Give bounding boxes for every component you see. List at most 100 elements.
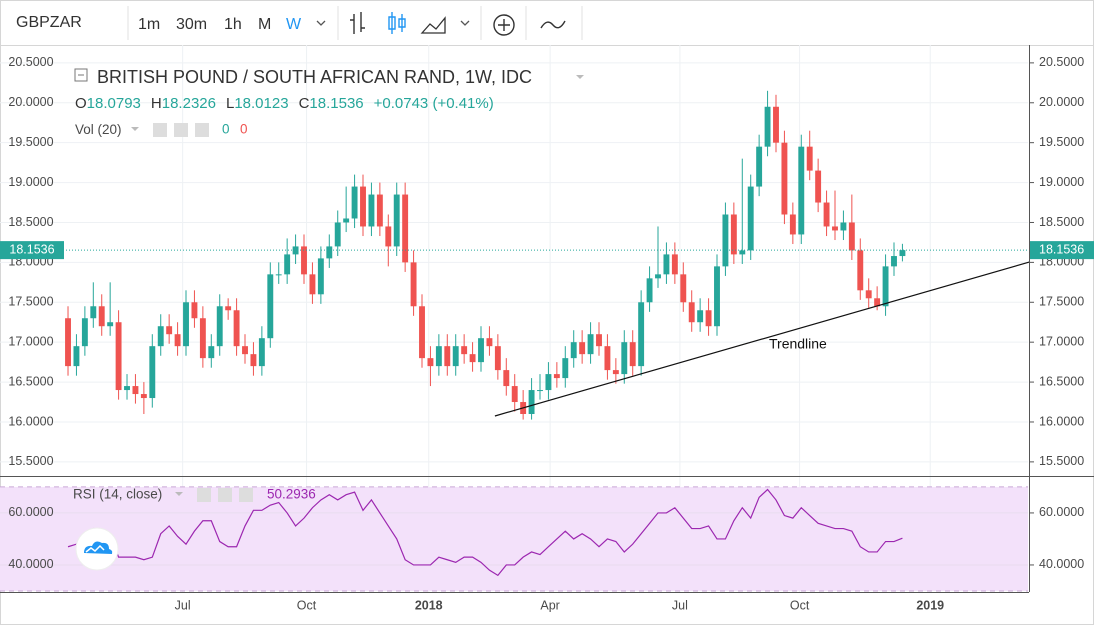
- y-tick-label: 40.0000: [1039, 557, 1084, 571]
- rsi-band: [0, 486, 1028, 591]
- candle-body: [823, 202, 830, 227]
- candle-body: [183, 302, 189, 347]
- candle-body: [587, 334, 594, 355]
- price-label: 18.1536: [1039, 242, 1084, 256]
- candle-body: [410, 262, 417, 307]
- ohlc-value: 18.0793: [87, 95, 141, 112]
- change: +0.0743 (+0.41%): [374, 95, 494, 112]
- x-tick-label: Jul: [175, 598, 191, 612]
- candle-body: [570, 342, 577, 359]
- y-tick-label: 17.5000: [8, 295, 53, 309]
- candle-body: [604, 346, 611, 371]
- interval[interactable]: 1m: [138, 16, 160, 33]
- rsi-line: [67, 488, 903, 577]
- candle-body: [469, 354, 476, 363]
- candle-body: [671, 254, 678, 275]
- y-tick-label: 16.5000: [8, 374, 53, 388]
- price-label-box: [1030, 241, 1094, 260]
- candle-body: [655, 274, 661, 279]
- compare-icon[interactable]: [540, 20, 566, 29]
- candle-body: [376, 194, 383, 227]
- candle-body: [385, 226, 392, 247]
- candle-body: [242, 346, 248, 355]
- x-tick-label: Oct: [297, 598, 317, 612]
- candle-body: [494, 346, 501, 371]
- labels: Jul Oct 2018 Apr Jul Oct 2019 15.5000 15.5000 16.…: [0, 55, 1094, 612]
- candle-body: [579, 342, 586, 355]
- remove-icon[interactable]: [195, 123, 209, 137]
- y-tick-label: 19.0000: [8, 175, 53, 189]
- visibility-icon[interactable]: [197, 488, 211, 502]
- candle-body: [132, 386, 139, 395]
- candle-body: [638, 302, 645, 367]
- y-tick-label: 16.0000: [1039, 414, 1084, 428]
- candle-body: [537, 390, 543, 392]
- candle-body: [115, 322, 122, 391]
- remove-icon[interactable]: [239, 488, 253, 502]
- marks: Trendline: [0, 90, 1030, 592]
- candle-body: [402, 194, 409, 263]
- visibility-icon[interactable]: [153, 123, 167, 137]
- candle-body: [140, 394, 147, 399]
- candle-body: [764, 106, 771, 147]
- interval[interactable]: 30m: [176, 16, 207, 33]
- intervals: 1m 30m 1h M W: [138, 16, 302, 33]
- candle-body: [891, 256, 897, 267]
- bars-icon[interactable]: [350, 12, 365, 34]
- area-icon[interactable]: [420, 16, 446, 34]
- interval[interactable]: W: [286, 16, 302, 33]
- dropdown-icon[interactable]: [175, 492, 183, 496]
- y-tick-label: 15.5000: [8, 454, 53, 468]
- candle-body: [882, 266, 889, 307]
- ohlc-label: L: [226, 95, 234, 112]
- y-tick-label: 19.0000: [1039, 175, 1084, 189]
- ohlc-value: 18.1536: [309, 95, 363, 112]
- x-tick-label: 2019: [916, 598, 944, 612]
- dropdown-icon[interactable]: [131, 127, 139, 131]
- y-tick-label: 18.5000: [1039, 215, 1084, 229]
- candle-body: [225, 306, 232, 311]
- candles-icon[interactable]: [388, 12, 406, 34]
- ohlc-value: 18.2326: [162, 95, 216, 112]
- y-tick-label: 20.5000: [8, 55, 53, 69]
- y-tick-label: 60.0000: [1039, 505, 1084, 519]
- add-indicator-icon[interactable]: [493, 14, 515, 36]
- candle-body: [90, 306, 97, 319]
- interval[interactable]: M: [258, 16, 271, 33]
- symbol[interactable]: GBPZAR: [16, 14, 82, 31]
- dropdown-icon[interactable]: [576, 75, 584, 79]
- settings-icon[interactable]: [218, 488, 232, 502]
- ohlc-legend: O18.0793 H18.2326 L18.0123 C18.1536 +0.0743 …: [75, 95, 494, 112]
- candle-body: [233, 310, 240, 347]
- collapse-icon[interactable]: [74, 68, 88, 82]
- price-label: 18.1536: [9, 242, 54, 256]
- candle-body: [840, 222, 847, 231]
- price-label-box: [0, 241, 64, 260]
- candle-body: [149, 346, 156, 399]
- candle-body: [107, 322, 114, 327]
- candle-body: [360, 186, 366, 227]
- settings-icon[interactable]: [174, 123, 188, 137]
- candle-body: [646, 278, 653, 303]
- candle-body: [393, 194, 400, 247]
- candle-body: [806, 146, 813, 171]
- candle-body: [528, 390, 535, 414]
- candle-body: [874, 298, 881, 307]
- volume-value: 0: [222, 122, 230, 137]
- y-tick-label: 17.0000: [8, 334, 53, 348]
- interval[interactable]: 1h: [224, 16, 242, 33]
- candle-body: [427, 358, 434, 367]
- candle-body: [562, 358, 569, 379]
- y-tick-label: 20.0000: [1039, 95, 1084, 109]
- candle-body: [899, 250, 906, 257]
- candle-body: [629, 342, 636, 367]
- ohlc-label: C: [299, 95, 310, 112]
- dropdown-icon[interactable]: [460, 20, 470, 26]
- ohlc-value: 18.0123: [234, 95, 288, 112]
- candle-body: [714, 266, 720, 327]
- candle-body: [773, 106, 779, 143]
- dropdown-icon[interactable]: [316, 20, 326, 26]
- x-tick-label: 2018: [415, 598, 443, 612]
- y-tick-label: 18.5000: [8, 215, 53, 229]
- y-tick-label: 16.5000: [1039, 374, 1084, 388]
